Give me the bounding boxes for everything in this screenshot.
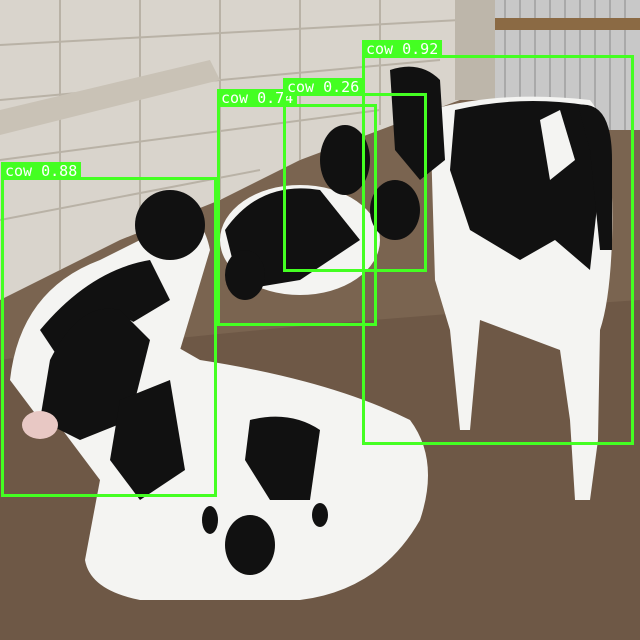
detection-label-4: cow 0.92	[362, 40, 443, 58]
stone-wall	[0, 0, 460, 300]
detection-label-1: cow 0.88	[1, 162, 82, 180]
cow-back-small	[220, 125, 420, 300]
cow-front-lying	[22, 308, 428, 600]
detection-box-1	[1, 177, 217, 497]
fence-post	[455, 0, 495, 100]
detection-label-2: cow 0.74	[217, 89, 298, 107]
detection-label-3: cow 0.26	[283, 78, 364, 96]
wall-ledge	[0, 60, 220, 135]
fence-rail	[495, 18, 640, 30]
detection-box-4	[362, 55, 634, 445]
